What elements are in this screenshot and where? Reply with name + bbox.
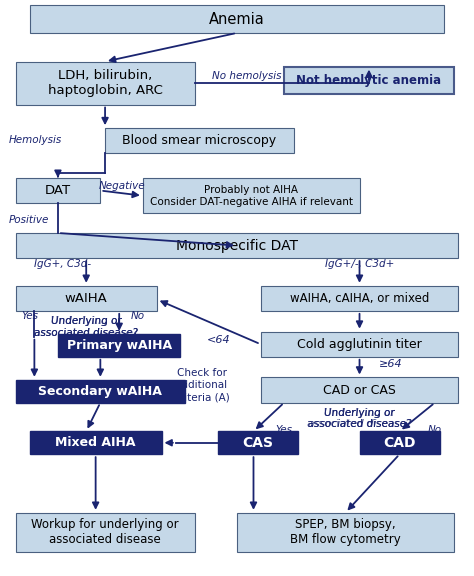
FancyBboxPatch shape	[105, 128, 293, 153]
Text: Cold agglutinin titer: Cold agglutinin titer	[297, 338, 422, 351]
Text: Blood smear microscopy: Blood smear microscopy	[122, 134, 276, 147]
FancyBboxPatch shape	[261, 332, 458, 357]
FancyBboxPatch shape	[261, 377, 458, 403]
Text: No: No	[428, 425, 442, 435]
FancyBboxPatch shape	[284, 67, 454, 94]
FancyBboxPatch shape	[58, 334, 181, 357]
FancyBboxPatch shape	[237, 513, 454, 552]
Text: CAD: CAD	[383, 436, 416, 450]
Text: SPEP, BM biopsy,
BM flow cytometry: SPEP, BM biopsy, BM flow cytometry	[290, 518, 401, 547]
FancyBboxPatch shape	[16, 380, 185, 403]
Text: Positive: Positive	[9, 215, 49, 225]
Text: Monospecific DAT: Monospecific DAT	[176, 238, 298, 253]
FancyBboxPatch shape	[16, 286, 157, 311]
Text: No: No	[131, 310, 145, 320]
Text: wAIHA: wAIHA	[65, 292, 108, 305]
Text: ≥64: ≥64	[378, 359, 402, 369]
Text: CAD or CAS: CAD or CAS	[323, 384, 396, 396]
Text: CAS: CAS	[243, 436, 273, 450]
FancyBboxPatch shape	[261, 286, 458, 311]
FancyBboxPatch shape	[30, 431, 162, 454]
FancyBboxPatch shape	[143, 178, 359, 214]
FancyBboxPatch shape	[218, 431, 298, 454]
Text: Yes: Yes	[275, 425, 292, 435]
FancyBboxPatch shape	[16, 513, 195, 552]
Text: LDH, bilirubin,
haptoglobin, ARC: LDH, bilirubin, haptoglobin, ARC	[47, 69, 163, 97]
Text: IgG+/-, C3d+: IgG+/-, C3d+	[325, 259, 394, 269]
FancyBboxPatch shape	[16, 178, 100, 203]
Text: wAIHA, cAIHA, or mixed: wAIHA, cAIHA, or mixed	[290, 292, 429, 305]
Text: No hemolysis: No hemolysis	[212, 71, 281, 81]
Text: Not hemolytic anemia: Not hemolytic anemia	[296, 74, 441, 87]
Text: Anemia: Anemia	[209, 12, 265, 26]
Text: Underlying or
associated disease?: Underlying or associated disease?	[34, 316, 138, 338]
FancyBboxPatch shape	[16, 62, 195, 105]
Text: Underlying or
associated disease?: Underlying or associated disease?	[308, 408, 411, 430]
Text: Underlying or
associated disease?: Underlying or associated disease?	[34, 316, 138, 338]
Text: Mixed AIHA: Mixed AIHA	[55, 436, 136, 449]
FancyBboxPatch shape	[16, 233, 458, 258]
Text: Primary wAIHA: Primary wAIHA	[67, 339, 172, 352]
Text: Probably not AIHA
Consider DAT-negative AIHA if relevant: Probably not AIHA Consider DAT-negative …	[150, 185, 353, 207]
FancyBboxPatch shape	[30, 5, 444, 33]
Text: Negative: Negative	[98, 181, 145, 191]
Text: Hemolysis: Hemolysis	[9, 135, 62, 145]
Text: Check for
additional
criteria (A): Check for additional criteria (A)	[174, 369, 229, 403]
Text: Secondary wAIHA: Secondary wAIHA	[38, 385, 162, 397]
Text: <64: <64	[206, 335, 230, 344]
FancyBboxPatch shape	[359, 431, 439, 454]
Text: DAT: DAT	[45, 184, 71, 197]
Text: Workup for underlying or
associated disease: Workup for underlying or associated dise…	[31, 518, 179, 547]
Text: Yes: Yes	[21, 310, 38, 320]
Text: IgG+, C3d-: IgG+, C3d-	[34, 259, 91, 269]
Text: Underlying or
associated disease?: Underlying or associated disease?	[307, 408, 412, 430]
